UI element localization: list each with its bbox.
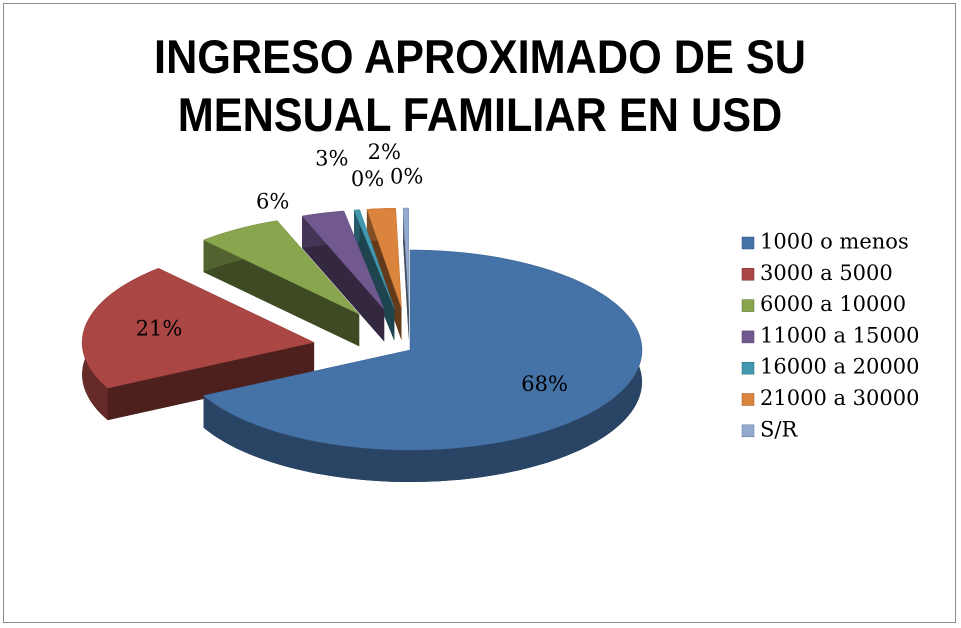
data-label: 6% (256, 190, 289, 214)
slice-wall (403, 208, 409, 340)
slice-wall (302, 216, 385, 342)
legend-label: 16000 a 20000 (760, 355, 919, 379)
pie-slice (353, 209, 395, 309)
legend-swatch (741, 330, 755, 344)
legend-swatch (741, 268, 755, 281)
data-label: 21% (136, 317, 183, 341)
legend-label: 11000 a 15000 (760, 323, 919, 347)
pie-slice (366, 207, 402, 309)
chart-title: INGRESO APROXIMADO DE SU MENSUAL FAMILIA… (154, 30, 806, 141)
legend-label: 6000 a 10000 (760, 292, 906, 316)
pie-slice (301, 210, 385, 310)
slice-wall (203, 240, 360, 347)
legend-label: 3000 a 5000 (760, 261, 893, 285)
data-label: 68% (521, 372, 568, 396)
legend-label: 21000 a 30000 (760, 386, 919, 410)
pie-slice (202, 220, 360, 315)
data-label: 2% (368, 140, 401, 164)
slice-wall (107, 342, 315, 421)
legend-label: S/R (760, 417, 798, 441)
legend-swatch (741, 361, 755, 375)
data-label: 3% (315, 147, 348, 171)
pie-slice (81, 268, 315, 389)
pie-slice (202, 249, 643, 451)
pie-slice (402, 207, 410, 309)
data-label: 0% (351, 167, 384, 191)
legend-swatch (741, 236, 755, 250)
legend-swatch (741, 393, 755, 406)
chart-border (3, 3, 956, 623)
data-label: 0% (390, 165, 423, 189)
legend-swatch (741, 424, 755, 438)
legend-swatch (741, 299, 755, 312)
legend-label: 1000 o menos (760, 230, 909, 254)
